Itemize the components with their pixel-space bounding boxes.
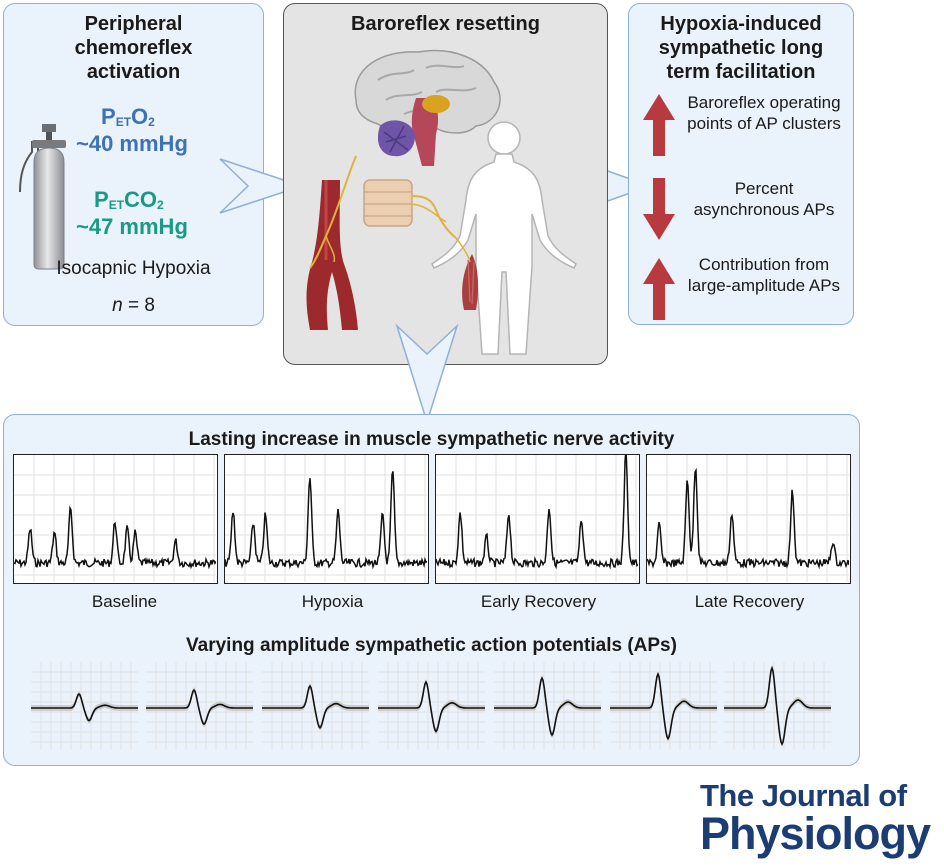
ap-waveform — [494, 662, 601, 750]
journal-logo-line2: Physiology — [700, 808, 931, 859]
ap-waveform — [724, 662, 831, 750]
petco2-value: ~47 mmHg — [76, 214, 188, 239]
ltf-title: Hypoxia-induced sympathetic long term fa… — [658, 13, 824, 83]
msna-trace — [646, 454, 851, 584]
baroreflex-panel: Baroreflex resetting — [283, 3, 608, 365]
msna-trace — [435, 448, 640, 584]
chemoreflex-title: Peripheral chemoreflex activation — [74, 13, 193, 83]
ap-waveform — [31, 662, 138, 750]
msna-trace — [13, 454, 218, 584]
petco2-label: PETCO2 — [94, 187, 164, 212]
ltf-item-text: Contribution from large-amplitude APs — [687, 255, 841, 295]
ap-waveform — [262, 662, 369, 750]
chemoreflex-panel: Peripheral chemoreflex activation PETO2 … — [3, 3, 264, 326]
ltf-item: Baroreflex operating points of AP cluste… — [629, 90, 855, 160]
journal-logo-line1: The Journal of — [700, 778, 907, 813]
ltf-item: Contribution from large-amplitude APs — [629, 254, 855, 324]
trace-label-hypoxia: Hypoxia — [301, 592, 364, 611]
condition-label: Isocapnic Hypoxia — [56, 258, 211, 279]
gas-cylinder-icon — [19, 124, 66, 270]
arrow-up-icon — [643, 258, 675, 320]
trace-label-baseline: Baseline — [91, 592, 158, 611]
trace-label-late-recovery: Late Recovery — [694, 592, 805, 611]
chevron-right-icon — [219, 158, 304, 214]
peto2-value: ~40 mmHg — [76, 131, 188, 156]
ap-title: Varying amplitude sympathetic action pot… — [186, 635, 677, 656]
ltf-item: Percent asynchronous APs — [629, 174, 855, 244]
ap-waveform — [610, 662, 717, 750]
ap-waveform — [378, 662, 485, 750]
peto2-label: PETO2 — [101, 104, 155, 129]
anatomy-illustration — [306, 49, 577, 355]
arrow-down-icon — [643, 178, 675, 240]
ltf-panel: Hypoxia-induced sympathetic long term fa… — [628, 3, 854, 325]
brain-icon — [354, 49, 501, 166]
trace-label-early-recovery: Early Recovery — [480, 592, 597, 611]
arrow-up-icon — [643, 94, 675, 156]
spinal-cord-icon — [363, 179, 457, 239]
sample-size: n = 8 — [112, 295, 155, 316]
msna-trace — [224, 454, 429, 584]
ltf-item-text: Percent asynchronous APs — [693, 179, 835, 219]
carotid-artery-icon — [306, 180, 358, 330]
human-body-icon — [431, 121, 577, 355]
baroreflex-title: Baroreflex resetting — [351, 13, 540, 35]
chevron-down-icon — [395, 324, 459, 424]
msna-title: Lasting increase in muscle sympathetic n… — [188, 429, 675, 450]
ltf-item-text: Baroreflex operating points of AP cluste… — [687, 93, 841, 133]
ap-waveform — [146, 662, 253, 750]
